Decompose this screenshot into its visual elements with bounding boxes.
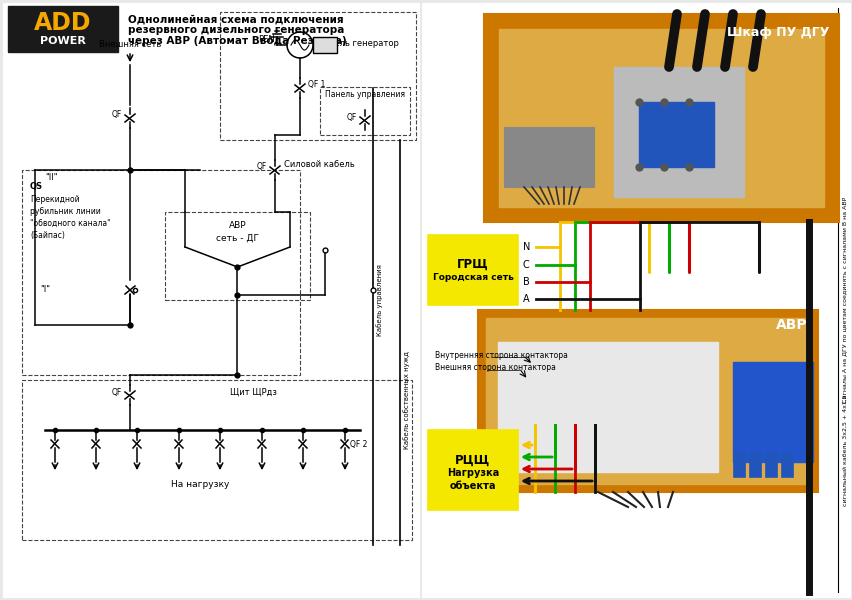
Text: ADD: ADD — [34, 11, 92, 35]
Text: РЦЩ: РЦЩ — [455, 454, 490, 467]
Bar — [3, 3, 418, 597]
Bar — [428, 235, 517, 305]
Bar — [483, 14, 838, 222]
Text: резервного дизельного генератора: резервного дизельного генератора — [128, 25, 344, 35]
Text: QF: QF — [347, 113, 357, 122]
Text: Внутренняя сторона контактора: Внутренняя сторона контактора — [435, 350, 567, 359]
Text: сеть - ДГ: сеть - ДГ — [216, 233, 259, 242]
Text: Внешняя сторона контактора: Внешняя сторона контактора — [435, 364, 556, 373]
Bar — [732, 362, 812, 462]
Text: QF: QF — [112, 388, 122, 397]
Text: "II": "II" — [45, 173, 57, 182]
Text: Дизель генератор: Дизель генератор — [318, 38, 399, 47]
Bar — [638, 102, 713, 167]
Text: Городская сеть: Городская сеть — [432, 274, 513, 283]
Bar — [164, 212, 309, 300]
Bar — [220, 12, 416, 140]
Text: Однолинейная схема подключения: Однолинейная схема подключения — [128, 14, 343, 24]
Text: QF: QF — [256, 163, 267, 172]
Text: QF: QF — [112, 110, 122, 119]
Text: Нагрузка: Нагрузка — [446, 468, 498, 478]
Text: Панель управления: Панель управления — [325, 91, 405, 100]
Text: QF 2: QF 2 — [349, 439, 367, 448]
Text: Сигналы А на ДГУ по цветам соединять с сигналами В на АВР: Сигналы А на ДГУ по цветам соединять с с… — [842, 197, 847, 403]
Text: Силовой кабель: Силовой кабель — [284, 160, 354, 169]
Text: (Байпас): (Байпас) — [30, 231, 65, 240]
Bar — [764, 452, 776, 477]
Text: Шкаф ПУ ДГУ: Шкаф ПУ ДГУ — [726, 26, 828, 39]
Text: через АВР (Автомат Ввода Резерва): через АВР (Автомат Ввода Резерва) — [128, 36, 347, 46]
Text: Щит ЩРдз: Щит ЩРдз — [230, 388, 277, 397]
Text: Кабель собственных нужд: Кабель собственных нужд — [402, 351, 409, 449]
Bar — [8, 6, 118, 52]
Bar — [477, 310, 817, 492]
Bar — [313, 37, 337, 53]
Text: Кабель управления: Кабель управления — [376, 264, 383, 336]
Text: рубильник линии: рубильник линии — [30, 207, 101, 216]
Bar — [498, 342, 717, 472]
Text: ГРЩ: ГРЩ — [457, 257, 488, 271]
Text: QF 1: QF 1 — [308, 80, 325, 89]
Text: АВР: АВР — [228, 221, 246, 230]
Text: N: N — [522, 242, 530, 252]
Text: A: A — [522, 294, 529, 304]
Bar — [22, 170, 300, 375]
Text: сигнальный кабель 3х2,5 + 4х1,5: сигнальный кабель 3х2,5 + 4х1,5 — [842, 394, 847, 506]
Bar — [422, 3, 849, 597]
Bar — [320, 87, 410, 135]
Bar — [748, 452, 760, 477]
Bar — [504, 127, 593, 187]
Bar — [428, 430, 517, 510]
Text: объекта: объекта — [449, 481, 496, 491]
Text: PEN: PEN — [258, 35, 274, 44]
Text: "I": "I" — [40, 286, 50, 295]
Bar — [780, 452, 792, 477]
Text: На нагрузку: На нагрузку — [170, 480, 229, 489]
Bar — [22, 380, 412, 540]
Text: B: B — [522, 277, 529, 287]
Text: Перекидной: Перекидной — [30, 195, 79, 204]
Text: "обводного канала": "обводного канала" — [30, 219, 111, 228]
Bar — [613, 67, 743, 197]
Text: POWER: POWER — [40, 35, 86, 46]
Bar — [486, 318, 809, 484]
Bar — [498, 29, 823, 207]
Bar — [732, 452, 744, 477]
Text: Внешняя сеть: Внешняя сеть — [99, 40, 161, 49]
Text: QS: QS — [30, 182, 43, 191]
Text: АВР: АВР — [775, 318, 807, 332]
Text: C: C — [522, 260, 529, 270]
